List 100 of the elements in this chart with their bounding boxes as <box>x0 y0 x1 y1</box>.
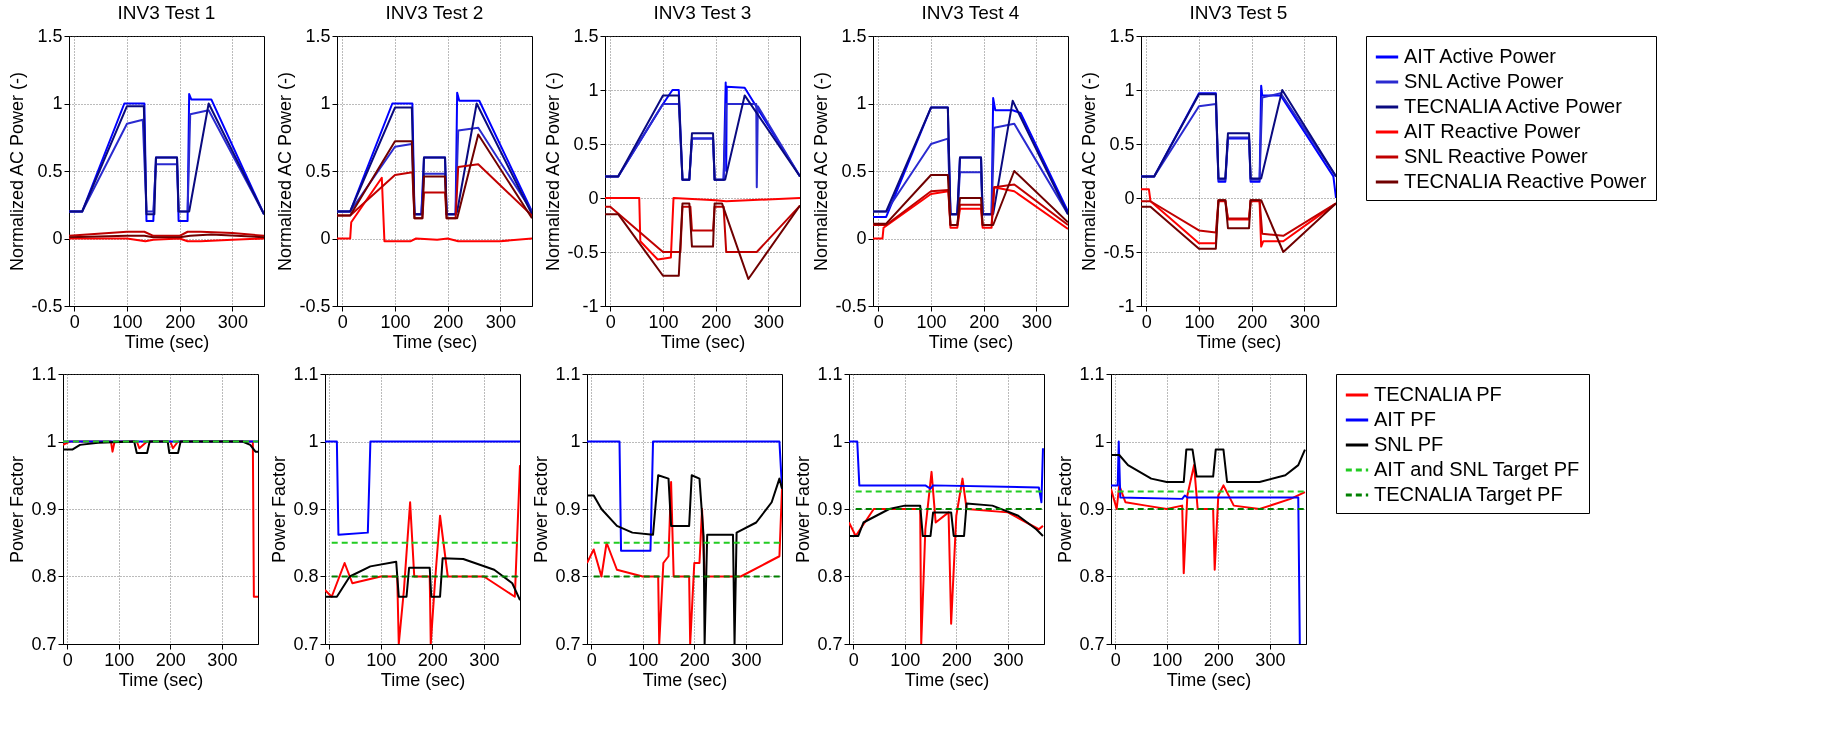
legend-label: AIT Active Power <box>1404 45 1557 67</box>
x-tick-label: 0 <box>1141 311 1152 332</box>
x-tick-label: 200 <box>417 649 448 670</box>
x-tick-label: 100 <box>890 649 921 670</box>
y-tick-label: 0.8 <box>1079 566 1105 586</box>
x-axis-title: Time (sec) <box>392 331 478 352</box>
y-tick-label: -1 <box>1118 295 1135 316</box>
x-tick-label: 300 <box>753 311 784 332</box>
y-tick-label: 1 <box>1124 79 1135 100</box>
y-axis-title: Power Factor <box>793 455 814 564</box>
y-tick-label: 1.1 <box>817 363 843 384</box>
x-tick-label: 200 <box>941 649 972 670</box>
y-tick-label: 1 <box>46 431 57 451</box>
x-axis-title: Time (sec) <box>124 331 210 352</box>
y-tick-label: 1.5 <box>305 25 331 46</box>
x-tick-label: 200 <box>679 649 710 670</box>
y-tick-label: -0.5 <box>31 295 63 316</box>
y-axis-title: Normalized AC Power (-) <box>275 71 296 272</box>
y-tick-label: 0.7 <box>817 633 843 654</box>
x-tick-label: 100 <box>1184 311 1215 332</box>
y-tick-label: 1 <box>308 431 319 451</box>
y-tick-label: 0.9 <box>555 498 581 519</box>
x-axis-title: Time (sec) <box>1166 669 1252 690</box>
y-tick-label: 0.8 <box>293 566 319 586</box>
legend-label: SNL Active Power <box>1404 70 1564 92</box>
y-tick-label: 0.9 <box>817 498 843 519</box>
y-tick-label: -0.5 <box>835 295 867 316</box>
y-tick-label: 1 <box>320 93 331 113</box>
x-tick-label: 100 <box>648 311 679 332</box>
x-tick-label: 300 <box>469 649 500 670</box>
x-tick-label: 100 <box>628 649 659 670</box>
y-tick-label: 0.7 <box>293 633 319 654</box>
y-tick-label: -0.5 <box>299 295 331 316</box>
legend-label: AIT and SNL Target PF <box>1374 458 1580 480</box>
y-tick-label: 1.5 <box>573 25 599 46</box>
legend-label: AIT Reactive Power <box>1404 120 1581 142</box>
y-tick-label: 0.9 <box>31 498 57 519</box>
y-tick-label: -1 <box>582 295 599 316</box>
y-tick-label: 1 <box>856 93 867 113</box>
x-tick-label: 0 <box>873 311 884 332</box>
x-tick-label: 100 <box>366 649 397 670</box>
y-tick-label: 1 <box>52 93 63 113</box>
x-tick-label: 100 <box>380 311 411 332</box>
x-tick-label: 300 <box>207 649 238 670</box>
y-tick-label: 0.9 <box>1079 498 1105 519</box>
chart-title: INV3 Test 3 <box>653 2 752 23</box>
y-tick-label: 1.5 <box>1109 25 1135 46</box>
x-tick-label: 200 <box>701 311 732 332</box>
x-axis-title: Time (sec) <box>642 669 728 690</box>
y-tick-label: 0.5 <box>1109 133 1135 154</box>
x-tick-label: 0 <box>337 311 348 332</box>
x-tick-label: 100 <box>112 311 143 332</box>
legend-label: SNL PF <box>1374 433 1444 455</box>
x-axis-title: Time (sec) <box>118 669 204 690</box>
x-axis-title: Time (sec) <box>380 669 466 690</box>
x-axis-title: Time (sec) <box>904 669 990 690</box>
y-tick-label: 0 <box>588 187 599 208</box>
y-axis-title: Power Factor <box>531 455 552 564</box>
x-tick-label: 200 <box>155 649 186 670</box>
y-tick-label: 0.8 <box>817 566 843 586</box>
y-tick-label: 0 <box>856 228 867 248</box>
y-tick-label: 1.1 <box>293 363 319 384</box>
y-tick-label: 0.5 <box>305 160 331 181</box>
legend-label: TECNALIA Target PF <box>1374 483 1563 505</box>
x-axis-title: Time (sec) <box>1196 331 1282 352</box>
y-axis-title: Normalized AC Power (-) <box>543 71 564 272</box>
y-tick-label: 0.8 <box>555 566 581 586</box>
x-tick-label: 300 <box>485 311 516 332</box>
legend-label: SNL Reactive Power <box>1404 145 1589 167</box>
chart-title: INV3 Test 4 <box>921 2 1020 23</box>
x-tick-label: 200 <box>1237 311 1268 332</box>
x-tick-label: 200 <box>433 311 464 332</box>
legend-label: TECNALIA Reactive Power <box>1404 170 1647 192</box>
y-tick-label: 0.5 <box>573 133 599 154</box>
y-tick-label: 0.7 <box>555 633 581 654</box>
chart-title: INV3 Test 1 <box>117 2 216 23</box>
y-tick-label: -0.5 <box>1103 241 1135 262</box>
y-axis-title: Power Factor <box>1055 455 1076 564</box>
y-tick-label: 1 <box>1094 431 1105 451</box>
y-axis-title: Normalized AC Power (-) <box>811 71 832 272</box>
x-tick-label: 100 <box>1152 649 1183 670</box>
x-tick-label: 300 <box>731 649 762 670</box>
x-tick-label: 200 <box>969 311 1000 332</box>
y-tick-label: -0.5 <box>567 241 599 262</box>
y-tick-label: 0 <box>52 228 63 248</box>
x-tick-label: 300 <box>993 649 1024 670</box>
y-tick-label: 0 <box>1124 187 1135 208</box>
x-tick-label: 0 <box>605 311 616 332</box>
y-tick-label: 1.5 <box>841 25 867 46</box>
y-tick-label: 1.5 <box>37 25 63 46</box>
y-tick-label: 0.7 <box>31 633 57 654</box>
y-axis-title: Power Factor <box>269 455 290 564</box>
y-tick-label: 1 <box>588 79 599 100</box>
y-axis-title: Normalized AC Power (-) <box>1079 71 1100 272</box>
x-tick-label: 300 <box>1289 311 1320 332</box>
y-tick-label: 1 <box>570 431 581 451</box>
y-tick-label: 1.1 <box>1079 363 1105 384</box>
x-tick-label: 300 <box>1255 649 1286 670</box>
legend-label: TECNALIA Active Power <box>1404 95 1623 117</box>
x-tick-label: 300 <box>217 311 248 332</box>
